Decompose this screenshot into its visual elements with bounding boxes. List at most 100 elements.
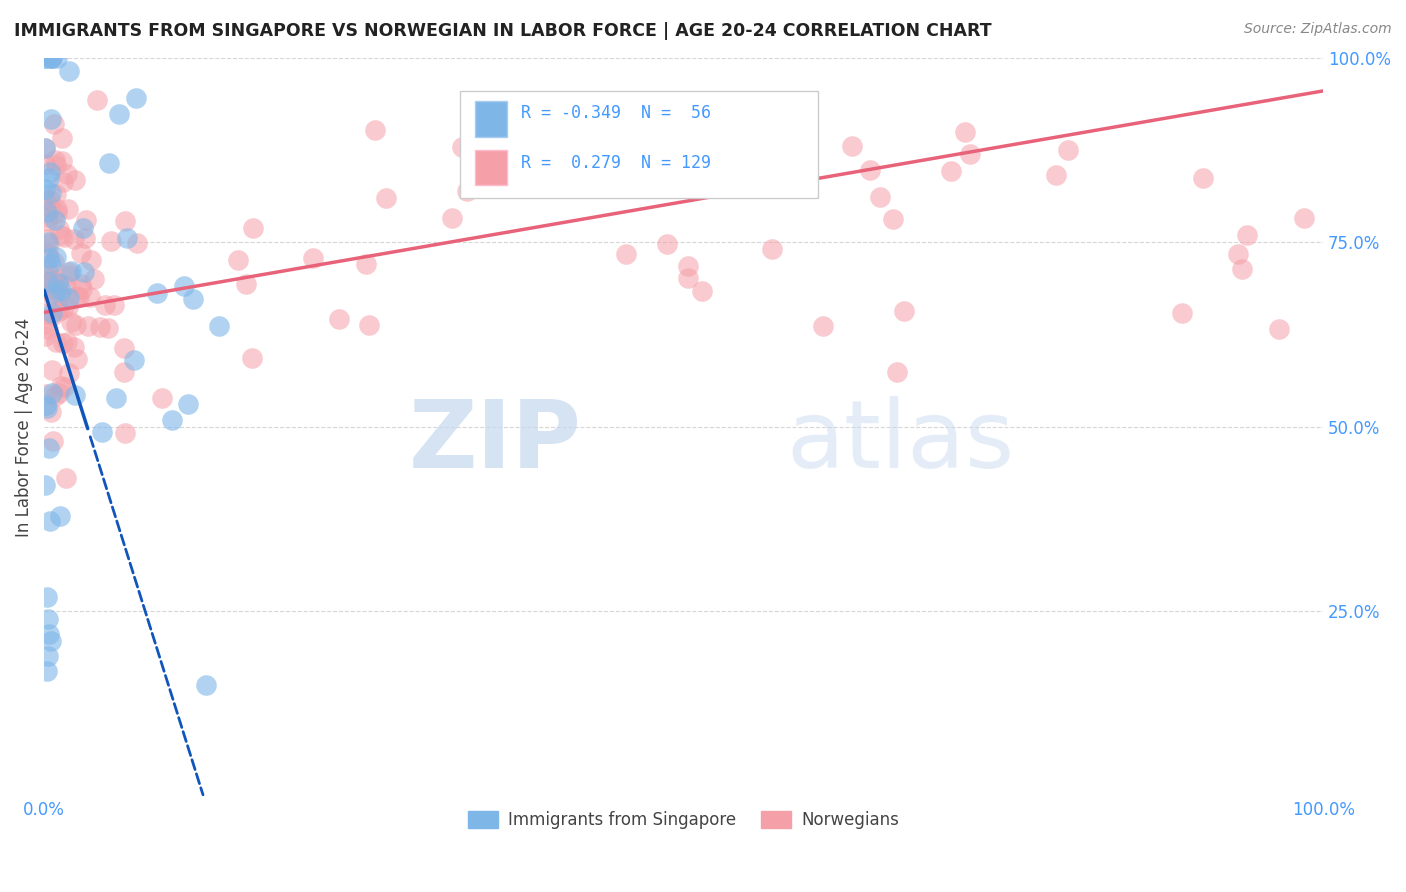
Point [58, 300, 80, 314]
Point [48, 303, 70, 318]
Point [41, 305, 63, 319]
Point [35, 317, 58, 331]
Point [44, 153, 66, 167]
Point [97, 156, 120, 170]
Point [51, 154, 73, 169]
Point [41, 385, 63, 400]
Point [676, 259, 699, 273]
Point [46, 51, 69, 65]
Point [44, 389, 66, 403]
Point [38, 171, 60, 186]
Point [53, 230, 76, 244]
Point [104, 391, 127, 405]
Text: R = -0.349  N =  56: R = -0.349 N = 56 [522, 104, 711, 122]
Point [34, 307, 56, 321]
Point [93, 298, 115, 312]
Point [34, 478, 56, 492]
Point [60, 264, 83, 278]
Point [177, 397, 200, 411]
Point [35, 232, 58, 246]
Point [48, 222, 70, 236]
Point [374, 190, 396, 204]
Point [108, 107, 131, 121]
Point [90, 425, 112, 439]
Point [35, 276, 58, 290]
Point [34, 387, 56, 401]
Point [73, 265, 96, 279]
Point [58, 265, 80, 279]
Point [51, 131, 73, 145]
Point [39, 514, 62, 528]
Point [39, 201, 62, 215]
Point [162, 413, 184, 427]
Point [49, 288, 72, 302]
FancyBboxPatch shape [475, 150, 508, 186]
Point [1171, 305, 1194, 319]
Point [48, 301, 70, 316]
Point [38, 626, 60, 640]
Point [48, 509, 70, 524]
Point [72, 221, 94, 235]
Point [42, 285, 65, 300]
Point [655, 236, 678, 251]
Point [76, 319, 98, 334]
Text: ZIP: ZIP [408, 396, 581, 488]
Point [859, 163, 882, 178]
Point [145, 285, 167, 300]
Point [1230, 262, 1253, 277]
Point [35, 590, 58, 604]
Point [45, 187, 67, 202]
Point [356, 257, 378, 271]
Point [97, 321, 120, 335]
Point [886, 365, 908, 379]
Point [37, 274, 59, 288]
Point [39, 51, 62, 65]
Point [44, 117, 66, 131]
Point [780, 149, 803, 163]
Point [440, 211, 463, 225]
Point [364, 123, 387, 137]
Point [690, 285, 713, 299]
Point [359, 318, 381, 333]
Point [37, 648, 59, 663]
Point [1191, 171, 1213, 186]
Point [58, 63, 80, 78]
Point [34, 141, 56, 155]
Point [55, 471, 77, 485]
Point [66, 289, 89, 303]
Point [65, 318, 87, 333]
Point [37, 210, 59, 224]
Point [328, 312, 350, 326]
Point [41, 277, 63, 291]
Point [150, 391, 173, 405]
Point [114, 425, 136, 440]
Point [114, 214, 136, 228]
Point [34, 156, 56, 170]
Point [34, 329, 56, 343]
Point [45, 250, 67, 264]
Point [869, 190, 891, 204]
FancyBboxPatch shape [460, 91, 818, 198]
Point [811, 318, 834, 333]
Point [941, 164, 963, 178]
Point [882, 212, 904, 227]
Point [38, 441, 60, 455]
Point [39, 405, 62, 419]
Point [45, 158, 67, 172]
Point [226, 252, 249, 267]
Point [34, 192, 56, 206]
Point [48, 386, 70, 401]
Point [39, 51, 62, 65]
Point [49, 228, 72, 243]
Y-axis label: In Labor Force | Age 20-24: In Labor Force | Age 20-24 [15, 318, 32, 536]
Point [181, 292, 204, 306]
Point [46, 284, 69, 298]
Point [1292, 211, 1315, 226]
Point [45, 206, 67, 220]
Point [38, 251, 60, 265]
Point [73, 231, 96, 245]
Point [42, 274, 65, 288]
Point [45, 335, 67, 350]
Point [173, 279, 195, 293]
Point [39, 112, 62, 127]
